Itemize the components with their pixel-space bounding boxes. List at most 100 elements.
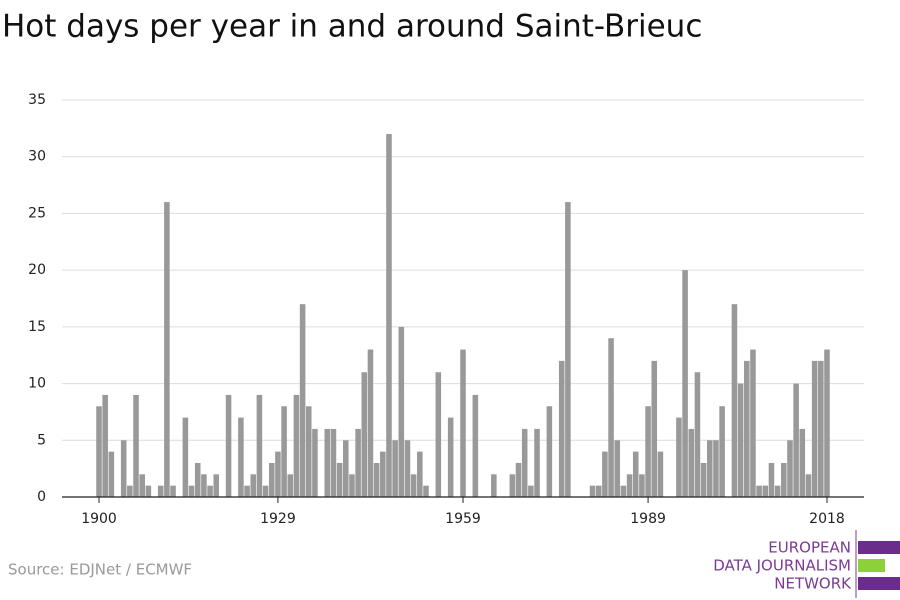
bar	[774, 485, 781, 497]
bar	[386, 134, 392, 497]
bar	[287, 474, 294, 497]
x-tick-label: 1900	[81, 511, 117, 527]
bar	[355, 428, 361, 497]
bar	[417, 451, 423, 497]
bar	[805, 474, 812, 497]
bar	[330, 428, 337, 497]
bar	[324, 428, 331, 497]
y-tick-label: 5	[37, 432, 46, 448]
bar	[336, 462, 343, 497]
bar	[250, 474, 257, 497]
bar	[392, 440, 398, 497]
bar	[435, 372, 442, 497]
bar	[509, 474, 516, 497]
bar	[694, 372, 701, 497]
bar	[108, 451, 115, 497]
bar	[145, 485, 152, 497]
bar	[225, 394, 232, 497]
bar	[380, 451, 386, 497]
bar	[700, 462, 707, 497]
bar	[349, 474, 355, 497]
bar	[565, 202, 571, 498]
bar	[133, 394, 139, 497]
bar	[139, 474, 145, 497]
bar	[491, 474, 497, 497]
y-tick-label: 30	[28, 149, 46, 165]
bar	[737, 383, 744, 497]
bar	[460, 349, 466, 497]
bar	[213, 474, 220, 497]
bar	[157, 485, 164, 497]
bar	[343, 440, 349, 497]
logo-bar	[858, 541, 900, 554]
x-tick-label: 2018	[809, 511, 845, 527]
bar	[713, 440, 719, 497]
x-tick-label: 1989	[630, 511, 666, 527]
y-tick-label: 0	[37, 489, 46, 505]
bar	[645, 406, 651, 497]
bar	[793, 383, 799, 497]
bar	[447, 417, 454, 497]
bar	[706, 440, 713, 497]
bar	[515, 462, 522, 497]
bar	[781, 462, 787, 497]
bar	[275, 451, 281, 497]
y-tick-label: 20	[28, 262, 46, 278]
bar	[589, 485, 596, 497]
bar	[657, 451, 664, 497]
bar	[818, 360, 824, 497]
bar	[521, 428, 528, 497]
bar	[410, 474, 417, 497]
bar	[188, 485, 195, 497]
bar	[811, 360, 818, 497]
bar	[207, 485, 213, 497]
bar	[762, 485, 769, 497]
bar	[299, 304, 306, 497]
logo-bar	[858, 559, 885, 572]
bar	[367, 349, 374, 497]
y-tick-label: 15	[28, 319, 46, 335]
bar	[182, 417, 189, 497]
y-tick-label: 25	[28, 205, 46, 221]
bar	[194, 462, 201, 497]
bar	[639, 474, 645, 497]
bar	[293, 394, 300, 497]
x-tick-label: 1929	[260, 511, 296, 527]
bar	[787, 440, 793, 497]
bar	[651, 360, 658, 497]
bar	[398, 326, 405, 497]
bar	[312, 428, 318, 497]
chart-title: Hot days per year in and around Saint-Br…	[2, 9, 702, 45]
bar	[682, 270, 688, 497]
bar	[170, 485, 176, 497]
y-tick-label: 35	[28, 92, 46, 108]
logo-text: NETWORK	[774, 575, 852, 593]
bar	[688, 428, 695, 497]
bar	[472, 394, 479, 497]
bar	[620, 485, 627, 497]
bar	[164, 202, 170, 498]
bar	[238, 417, 244, 497]
bar	[423, 485, 429, 497]
bar	[373, 462, 380, 497]
bar	[608, 338, 614, 497]
bar	[768, 462, 775, 497]
bar	[731, 304, 738, 497]
bar	[102, 394, 108, 497]
bar	[756, 485, 762, 497]
bar	[120, 440, 127, 497]
bar	[404, 440, 411, 497]
bar	[256, 394, 263, 497]
bar	[281, 406, 287, 497]
bar	[305, 406, 312, 497]
bar	[595, 485, 602, 497]
logo-bar	[858, 577, 900, 590]
bar	[262, 485, 269, 497]
x-tick-label: 1959	[445, 511, 481, 527]
bar	[632, 451, 639, 497]
bar	[676, 417, 682, 497]
bar	[750, 349, 756, 497]
bar	[799, 428, 806, 497]
bar	[744, 360, 750, 497]
